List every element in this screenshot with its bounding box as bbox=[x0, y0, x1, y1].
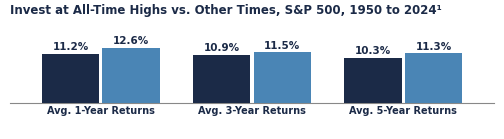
Text: 10.9%: 10.9% bbox=[204, 43, 240, 53]
Text: 12.6%: 12.6% bbox=[113, 36, 149, 46]
Text: 11.2%: 11.2% bbox=[52, 42, 89, 52]
Text: 11.3%: 11.3% bbox=[415, 42, 452, 52]
Text: 11.5%: 11.5% bbox=[264, 41, 300, 51]
Bar bbox=[42, 54, 99, 103]
Bar bbox=[193, 55, 250, 103]
Bar bbox=[405, 53, 462, 103]
Bar bbox=[102, 48, 160, 103]
Text: Invest at All-Time Highs vs. Other Times, S&P 500, 1950 to 2024¹: Invest at All-Time Highs vs. Other Times… bbox=[10, 4, 442, 17]
Text: 10.3%: 10.3% bbox=[355, 46, 391, 56]
Bar bbox=[254, 53, 311, 103]
Bar bbox=[344, 58, 402, 103]
